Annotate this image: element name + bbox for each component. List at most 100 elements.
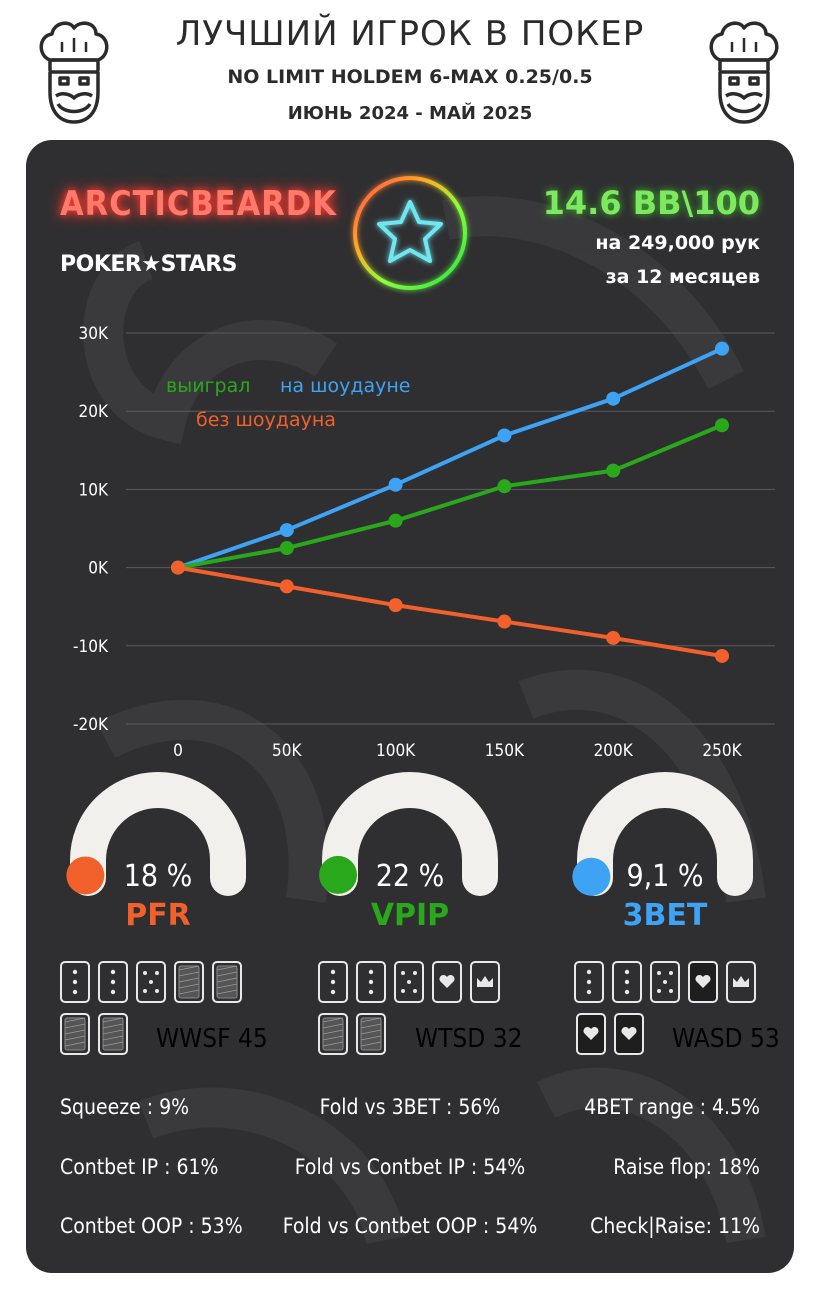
- stat-check-raise: Check|Raise: 11%: [590, 1214, 760, 1238]
- gauge-value: 18 %: [124, 859, 193, 894]
- x-tick-label: 150K: [485, 741, 525, 761]
- stat-raise-flop: Raise flop: 18%: [613, 1155, 760, 1179]
- gauge-label: 3BET: [623, 898, 708, 933]
- playing-card-icon: [432, 961, 462, 1003]
- page-title: ЛУЧШИЙ ИГРОК В ПОКЕР: [175, 14, 645, 54]
- legend-no-showdown: без шоудауна: [196, 409, 336, 431]
- gauge-track: [70, 772, 246, 896]
- data-point: [715, 341, 729, 356]
- data-point: [606, 463, 621, 478]
- gauge-knob: [572, 857, 611, 896]
- gauge-value: 22 %: [376, 859, 445, 894]
- playing-card-icon: [576, 1013, 606, 1055]
- data-point: [606, 391, 621, 406]
- stat-fold-vs-contbet-ip: Fold vs Contbet IP : 54%: [294, 1155, 526, 1179]
- gauges: 18 % PFR 22 % VPIP 9,1 % 3BET: [66, 772, 753, 933]
- data-point: [279, 523, 294, 538]
- background-watermark: [83, 196, 766, 1245]
- chef-icon: [39, 21, 109, 124]
- stat-fold-vs-contbet-oop: Fold vs Contbet OOP : 54%: [282, 1214, 538, 1238]
- gauge-track: [577, 772, 753, 896]
- star-badge-icon: [353, 176, 467, 290]
- playing-card-icon: [136, 961, 166, 1003]
- data-point: [388, 477, 403, 492]
- card-back-icon: [318, 1013, 348, 1055]
- player-name: ARCTICBEARDK: [60, 184, 337, 224]
- legend-won: выиграл: [166, 375, 250, 397]
- winrate-value: 14.6 BB\100: [542, 184, 760, 222]
- playing-card-icon: [726, 961, 756, 1003]
- data-point: [171, 560, 185, 575]
- poker-room-name: POKER★STARS: [60, 252, 238, 277]
- data-point: [715, 418, 729, 433]
- card-back-icon: [174, 961, 204, 1003]
- y-tick-label: 30K: [79, 324, 109, 344]
- card-rows: [60, 961, 756, 1055]
- y-tick-label: -10K: [73, 637, 109, 657]
- gauge-track: [322, 772, 498, 896]
- wwsf-label: WWSF 45: [156, 1024, 268, 1054]
- y-tick-label: 10K: [79, 480, 109, 500]
- wtsd-label: WTSD 32: [415, 1024, 523, 1054]
- x-axis: 0 50K 100K 150K 200K 250K: [173, 741, 742, 761]
- data-point: [388, 513, 403, 528]
- playing-card-icon: [318, 961, 348, 1003]
- playing-card-icon: [650, 961, 680, 1003]
- chart-points: [171, 341, 729, 663]
- chef-icon: [709, 21, 779, 124]
- wasd-label: WASD 53: [672, 1024, 780, 1054]
- playing-card-icon: [688, 961, 718, 1003]
- months-count: за 12 месяцев: [605, 266, 760, 288]
- x-tick-label: 250K: [702, 741, 742, 761]
- page-subtitle: NO LIMIT HOLDEM 6-MAX 0.25/0.5: [227, 66, 593, 88]
- card-back-icon: [60, 1013, 90, 1055]
- x-tick-label: 50K: [272, 741, 302, 761]
- x-tick-label: 100K: [376, 741, 416, 761]
- playing-card-icon: [470, 961, 500, 1003]
- gauge-knob: [66, 856, 105, 895]
- series-line: [177, 423, 723, 570]
- data-point: [388, 598, 403, 613]
- card-back-icon: [356, 1013, 386, 1055]
- series-line: [177, 565, 723, 658]
- data-point: [279, 541, 294, 556]
- data-point: [497, 428, 512, 443]
- chart-lines: [177, 346, 723, 658]
- card-back-icon: [98, 1013, 128, 1055]
- playing-card-icon: [612, 961, 642, 1003]
- playing-card-icon: [60, 961, 90, 1003]
- legend-showdown: на шоудауне: [280, 375, 411, 397]
- x-tick-label: 200K: [594, 741, 634, 761]
- y-tick-label: 20K: [79, 402, 109, 422]
- gauge-label: PFR: [125, 898, 191, 933]
- gauge-knob: [319, 855, 358, 894]
- gauge-value: 9,1 %: [626, 859, 703, 894]
- stat-4bet-range: 4BET range : 4.5%: [584, 1095, 760, 1119]
- y-tick-label: 0K: [88, 559, 109, 579]
- period-label: ИЮНЬ 2024 - МАЙ 2025: [287, 103, 533, 124]
- stat-squeeze: Squeeze : 9%: [60, 1095, 190, 1119]
- hands-count: на 249,000 рук: [595, 232, 760, 254]
- data-point: [497, 614, 512, 629]
- x-tick-label: 0: [173, 741, 183, 761]
- pokerstars-logo: POKER★STARS: [60, 252, 238, 277]
- y-tick-label: -20K: [73, 715, 109, 735]
- series-line: [177, 346, 723, 570]
- data-point: [606, 630, 621, 645]
- playing-card-icon: [614, 1013, 644, 1055]
- playing-card-icon: [574, 961, 604, 1003]
- data-point: [715, 648, 729, 663]
- card-back-icon: [212, 961, 242, 1003]
- stat-fold-vs-3bet: Fold vs 3BET : 56%: [319, 1095, 501, 1119]
- playing-card-icon: [356, 961, 386, 1003]
- y-axis: 30K 20K 10K 0K -10K -20K: [73, 324, 109, 735]
- playing-card-icon: [394, 961, 424, 1003]
- stat-contbet-oop: Contbet OOP : 53%: [60, 1214, 243, 1238]
- playing-card-icon: [98, 961, 128, 1003]
- data-point: [497, 479, 512, 494]
- gauge-label: VPIP: [371, 898, 449, 933]
- data-point: [279, 579, 294, 594]
- stats-card: [26, 140, 794, 1273]
- stat-contbet-ip: Contbet IP : 61%: [60, 1155, 219, 1179]
